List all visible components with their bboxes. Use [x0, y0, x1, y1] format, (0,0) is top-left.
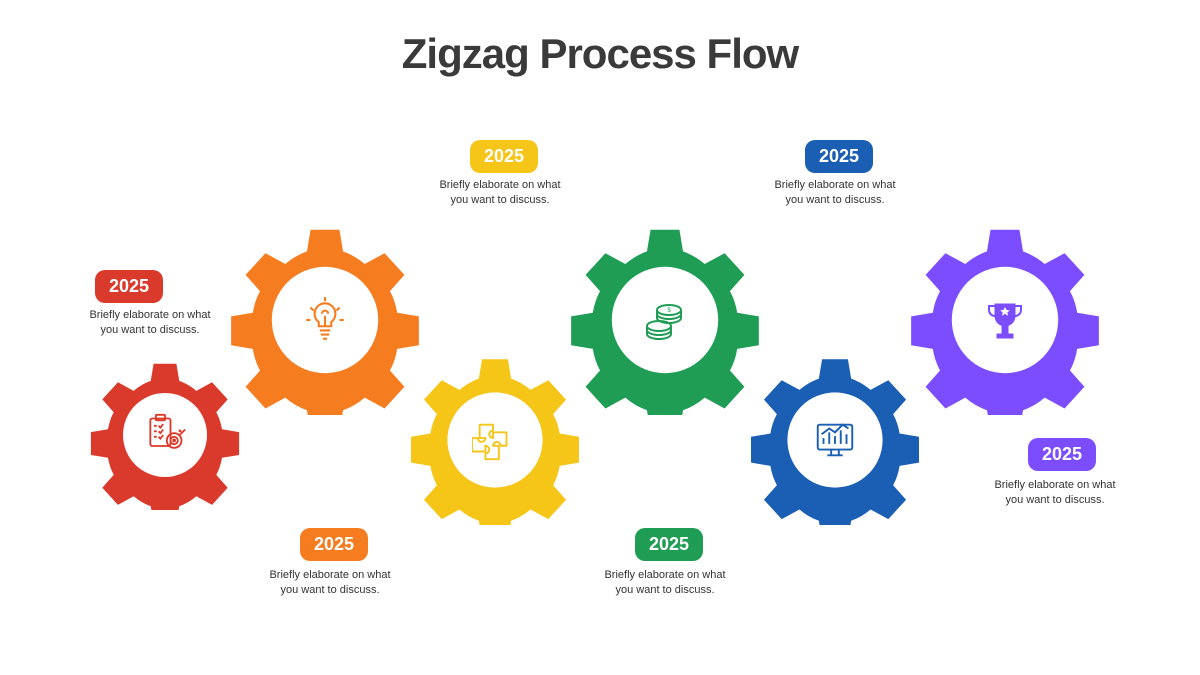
svg-text:$: $ — [667, 308, 671, 314]
desc-5-line2: you want to discuss. — [785, 194, 884, 206]
desc-1-line1: Briefly elaborate on what — [89, 309, 210, 321]
desc-3: Briefly elaborate on what you want to di… — [420, 178, 580, 209]
trophy-icon — [910, 225, 1100, 415]
puzzle-icon — [410, 355, 580, 525]
desc-6: Briefly elaborate on what you want to di… — [975, 478, 1135, 509]
year-badge-4: 2025 — [635, 528, 703, 561]
clipboard-target-icon — [90, 360, 240, 510]
desc-6-line2: you want to discuss. — [1005, 494, 1104, 506]
year-badge-5: 2025 — [805, 140, 873, 173]
year-badge-1: 2025 — [95, 270, 163, 303]
desc-6-line1: Briefly elaborate on what — [994, 479, 1115, 491]
desc-2: Briefly elaborate on what you want to di… — [250, 568, 410, 599]
year-badge-2: 2025 — [300, 528, 368, 561]
desc-4-line2: you want to discuss. — [615, 584, 714, 596]
gear-step-1 — [90, 360, 240, 515]
gear-step-5 — [750, 355, 920, 530]
desc-1-line2: you want to discuss. — [100, 324, 199, 336]
desc-4-line1: Briefly elaborate on what — [604, 569, 725, 581]
gear-step-4: $ — [570, 225, 760, 420]
coins-icon: $ — [570, 225, 760, 415]
year-badge-6: 2025 — [1028, 438, 1096, 471]
desc-1: Briefly elaborate on what you want to di… — [70, 308, 230, 339]
gear-step-6 — [910, 225, 1100, 420]
page-title: Zigzag Process Flow — [0, 30, 1200, 78]
chart-monitor-icon — [750, 355, 920, 525]
desc-2-line1: Briefly elaborate on what — [269, 569, 390, 581]
desc-5: Briefly elaborate on what you want to di… — [755, 178, 915, 209]
desc-4: Briefly elaborate on what you want to di… — [585, 568, 745, 599]
desc-5-line1: Briefly elaborate on what — [774, 179, 895, 191]
desc-3-line2: you want to discuss. — [450, 194, 549, 206]
gear-step-3 — [410, 355, 580, 530]
year-badge-3: 2025 — [470, 140, 538, 173]
lightbulb-icon — [230, 225, 420, 415]
desc-2-line2: you want to discuss. — [280, 584, 379, 596]
desc-3-line1: Briefly elaborate on what — [439, 179, 560, 191]
gear-step-2 — [230, 225, 420, 420]
